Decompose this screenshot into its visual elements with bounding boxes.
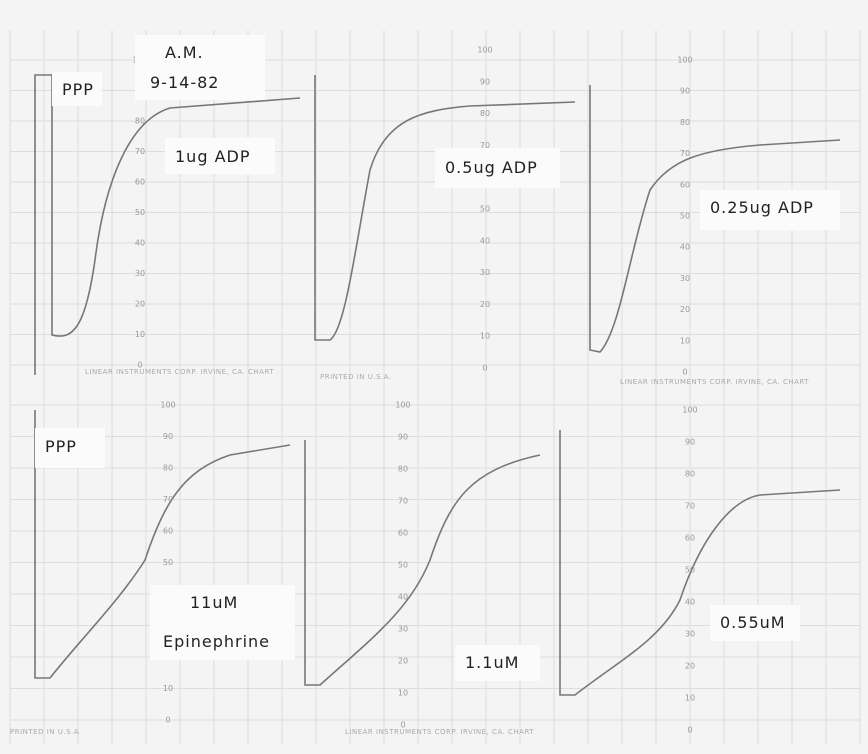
scale-label: 90: [685, 438, 695, 447]
label: PPP: [62, 80, 94, 99]
label: PPP: [45, 437, 77, 456]
scale-label: 90: [163, 432, 173, 441]
scale-label: 100: [477, 46, 492, 55]
scale-label: 40: [685, 598, 695, 607]
scale-label: 80: [480, 109, 490, 118]
scale-label: 0: [482, 364, 487, 373]
scale-label: 10: [135, 330, 145, 339]
scale-label: 100: [677, 56, 692, 65]
scale-label: 80: [398, 465, 408, 474]
scale-label: 70: [163, 495, 173, 504]
scale-label: 70: [680, 149, 690, 158]
scale-label: 50: [163, 558, 173, 567]
scale-label: 10: [685, 694, 695, 703]
scale-label: 80: [135, 117, 145, 126]
label: 9-14-82: [150, 73, 219, 92]
scale-label: 0: [687, 726, 692, 735]
scale-label: 20: [398, 657, 408, 666]
imprint: LINEAR INSTRUMENTS CORP. IRVINE, CA. CHA…: [345, 728, 534, 736]
scale-label: 70: [398, 497, 408, 506]
scale-label: 50: [480, 205, 490, 214]
scale-label: 60: [680, 180, 690, 189]
scale-label: 40: [480, 236, 490, 245]
scale-label: 30: [680, 274, 690, 283]
scale-label: 70: [135, 147, 145, 156]
scale-label: 80: [685, 470, 695, 479]
label: 0.55uM: [720, 613, 786, 632]
scale-label: 20: [480, 300, 490, 309]
scale-label: 90: [680, 87, 690, 96]
scale-label: 60: [135, 178, 145, 187]
scale-label: 10: [680, 336, 690, 345]
scale-label: 100: [395, 401, 410, 410]
scale-label: 10: [163, 684, 173, 693]
label: 0.5ug ADP: [445, 158, 538, 177]
imprint: LINEAR INSTRUMENTS CORP. IRVINE, CA. CHA…: [620, 378, 809, 386]
scale-label: 50: [398, 561, 408, 570]
scale-label: 40: [135, 239, 145, 248]
scale-label: 80: [680, 118, 690, 127]
scale-label: 30: [480, 268, 490, 277]
imprint: LINEAR INSTRUMENTS CORP. IRVINE, CA. CHA…: [85, 368, 274, 376]
scale-label: 90: [398, 433, 408, 442]
scale-label: 20: [680, 305, 690, 314]
scale-label: 30: [685, 630, 695, 639]
scale-label: 30: [398, 625, 408, 634]
label: 11uM: [190, 593, 238, 612]
scale-label: 0: [682, 368, 687, 377]
scale-label: 60: [398, 529, 408, 538]
scale-label: 80: [163, 464, 173, 473]
label: Epinephrine: [163, 632, 270, 651]
scale-label: 40: [680, 243, 690, 252]
scale-label: 20: [135, 300, 145, 309]
scale-label: 100: [682, 406, 697, 415]
scanned-chart-paper: 0102030405060708090100010203040506070809…: [0, 0, 868, 754]
scale-label: 20: [685, 662, 695, 671]
scale-label: 30: [135, 269, 145, 278]
scale-label: 70: [685, 502, 695, 511]
label: 1ug ADP: [175, 147, 250, 166]
imprint: PRINTED IN U.S.A.: [320, 373, 392, 381]
scale-label: 10: [398, 689, 408, 698]
scale-label: 10: [480, 332, 490, 341]
scale-label: 60: [163, 527, 173, 536]
scale-label: 50: [680, 212, 690, 221]
label: 0.25ug ADP: [710, 198, 814, 217]
scale-label: 50: [685, 566, 695, 575]
scale-label: 40: [398, 593, 408, 602]
scale-label: 0: [165, 716, 170, 725]
scale-label: 100: [160, 401, 175, 410]
imprint: PRINTED IN U.S.A.: [10, 728, 82, 736]
label: A.M.: [165, 43, 204, 62]
label: 1.1uM: [465, 653, 519, 672]
scale-label: 50: [135, 208, 145, 217]
scale-label: 90: [480, 77, 490, 86]
scale-label: 60: [685, 534, 695, 543]
